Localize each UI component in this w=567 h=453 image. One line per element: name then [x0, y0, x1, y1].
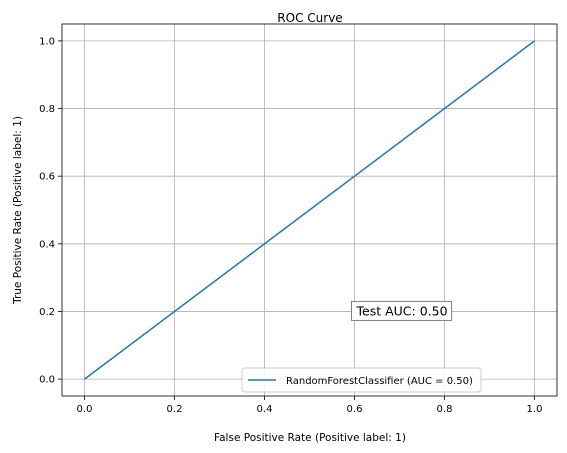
y-tick-label: 0.6 — [39, 172, 55, 183]
x-tick-label: 0.4 — [257, 404, 273, 415]
plot-frame — [61, 23, 558, 397]
x-tick-label: 0.8 — [437, 404, 453, 415]
series-layer — [84, 40, 535, 380]
x-tick-label: 1.0 — [527, 404, 543, 415]
y-axis-label: True Positive Rate (Positive label: 1) — [12, 116, 24, 305]
y-tick-label: 0.8 — [39, 104, 55, 115]
x-tick-label: 0.6 — [347, 404, 363, 415]
y-tick-label: 1.0 — [39, 36, 55, 47]
y-tick-label: 0.2 — [39, 307, 55, 318]
annotation-frame — [351, 300, 453, 321]
annotation-layer: Test AUC: 0.50 — [351, 300, 453, 321]
roc-curve-line — [84, 40, 535, 380]
ticks: 0.0 0.2 0.4 0.6 0.8 1.0 0.0 0.2 0.4 0.6 0.8 1.0 — [39, 36, 542, 415]
legend-label: RandomForestClassifier (AUC = 0.50) — [286, 376, 473, 387]
grid-lines — [62, 24, 557, 396]
legend-frame — [241, 367, 482, 393]
chart-title: ROC Curve — [277, 11, 342, 25]
x-tick-label: 0.2 — [167, 404, 183, 415]
annotation-box: Test AUC: 0.50 — [351, 300, 453, 321]
x-axis-label: False Positive Rate (Positive label: 1) — [214, 432, 406, 444]
x-tick-label: 0.0 — [77, 404, 93, 415]
annotation-text: Test AUC: 0.50 — [356, 303, 448, 318]
y-tick-label: 0.4 — [39, 239, 55, 250]
legend: RandomForestClassifier (AUC = 0.50) — [241, 367, 482, 393]
y-tick-label: 0.0 — [39, 375, 55, 386]
